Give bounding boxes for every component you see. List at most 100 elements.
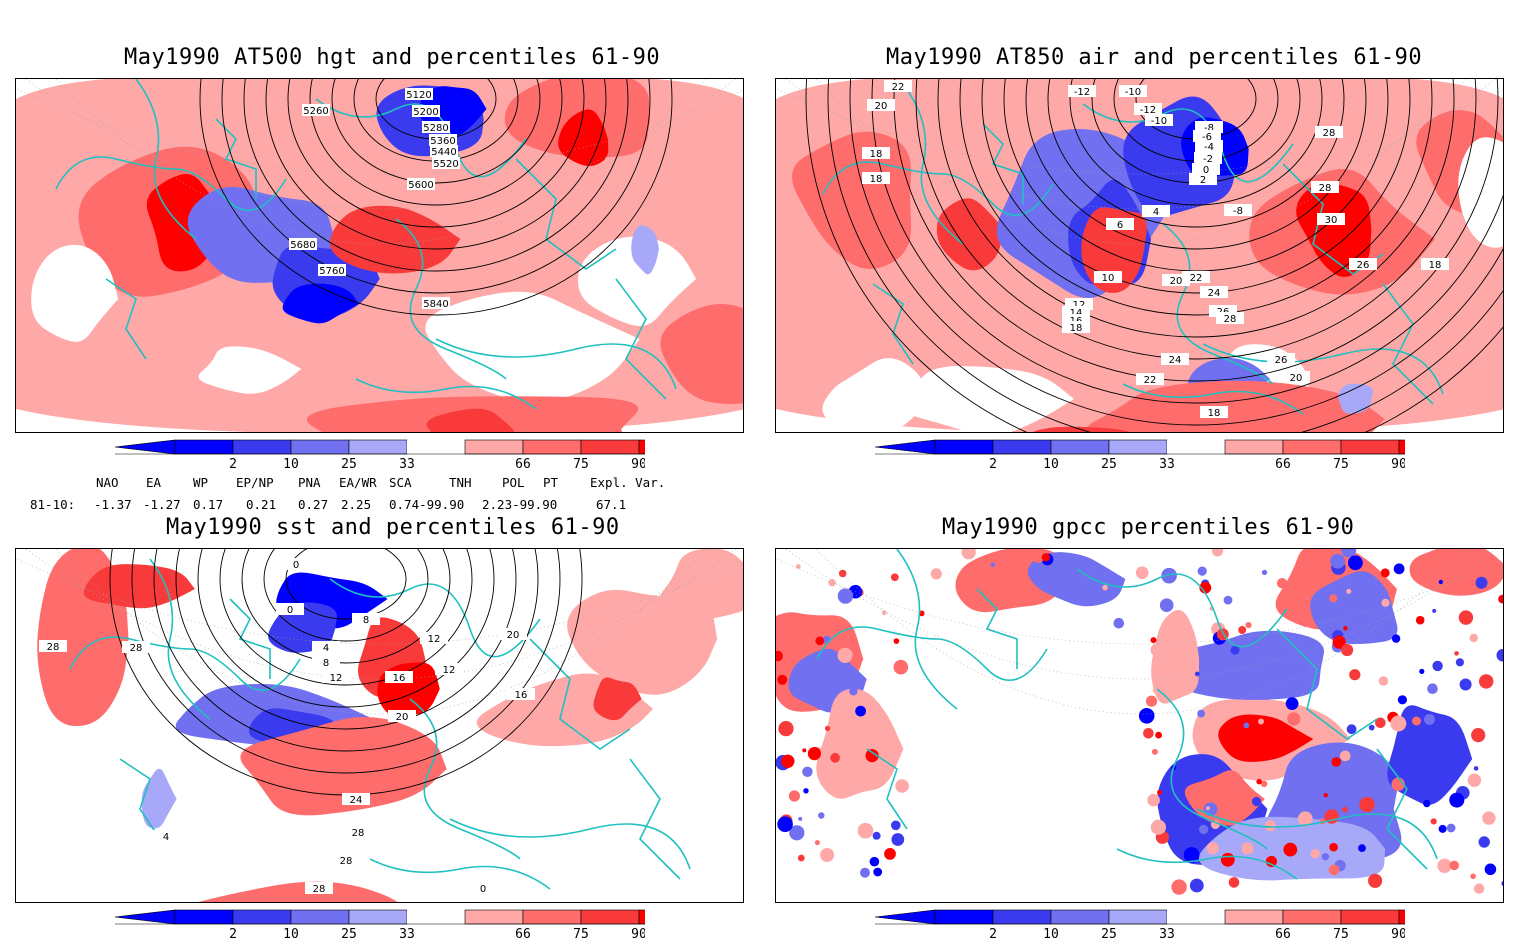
colorbar-tick-label: 33 — [399, 927, 415, 940]
colorbar-segment — [1050, 439, 1110, 455]
anomaly-region — [1151, 609, 1200, 704]
coastline — [135, 79, 197, 240]
precip-cell — [788, 790, 800, 802]
precip-cell — [1205, 806, 1210, 811]
colorbar-tick-label: 90 — [1391, 457, 1405, 470]
contour-value-label: 20 — [396, 712, 409, 723]
precip-cell — [1473, 766, 1479, 771]
coastline — [629, 758, 681, 880]
coastline — [55, 156, 287, 211]
colorbar-segment — [1167, 910, 1225, 924]
precip-cell — [1496, 649, 1503, 662]
precip-cell — [1155, 731, 1162, 739]
colorbar-segment — [348, 439, 408, 455]
precip-cell — [1323, 793, 1328, 798]
contour-line — [265, 79, 607, 250]
precip-cell — [1353, 591, 1361, 600]
precip-cell — [1397, 695, 1407, 705]
precip-cell — [1381, 598, 1390, 607]
contour-label-bg — [305, 882, 333, 894]
coastline — [229, 598, 271, 679]
precip-cell — [1150, 819, 1166, 835]
contour-value-label: 26 — [1275, 355, 1288, 366]
index-header-eawr: EA/WR — [339, 475, 377, 490]
precip-cell — [1498, 594, 1503, 604]
precip-cell — [1331, 757, 1341, 767]
precip-cell — [1328, 864, 1340, 876]
colorbar-arrow-low — [115, 439, 176, 455]
precip-cell — [930, 568, 942, 580]
contour-value-label: 28 — [47, 642, 60, 653]
latitude-line — [55, 79, 707, 245]
precip-cell — [855, 705, 866, 717]
panel-title-air: May1990 AT850 air and percentiles 61-90 — [886, 45, 1423, 70]
contour-label-bg — [430, 145, 458, 157]
contour-value-label: 18 — [1208, 408, 1221, 419]
contour-line — [331, 79, 541, 184]
anomaly-region — [240, 716, 447, 816]
contour-value-label: 20 — [1170, 276, 1183, 287]
contour-value-label: 5440 — [431, 147, 456, 158]
contour-value-label: 5600 — [408, 180, 433, 191]
contour-label-bg — [1062, 321, 1090, 333]
anomaly-region — [816, 688, 904, 799]
index-value-explvar: 67.1 — [596, 497, 627, 512]
precip-cell — [795, 564, 801, 569]
colorbar-segment — [522, 909, 582, 925]
contour-label-bg — [39, 640, 67, 652]
anomaly-region — [425, 291, 640, 402]
precip-cell — [961, 549, 976, 560]
latitude-line — [16, 558, 743, 645]
anomaly-region — [198, 346, 302, 394]
contour-value-label: 0 — [287, 605, 293, 616]
contour-label-bg — [1106, 218, 1134, 230]
precip-cell — [1238, 626, 1247, 634]
precip-cell — [873, 867, 883, 877]
contour-label-bg — [1224, 204, 1252, 216]
colorbar-segment — [522, 439, 582, 455]
contour-value-label: 24 — [350, 795, 363, 806]
colorbar-tick-label: 10 — [283, 457, 299, 470]
precip-cell — [802, 748, 807, 753]
anomaly-region — [577, 236, 697, 326]
colorbar-segment — [580, 439, 640, 455]
index-header-sca: SCA — [389, 475, 412, 490]
coastline — [822, 161, 1054, 216]
precip-cell — [814, 840, 820, 846]
contour-value-label: -8 — [1204, 123, 1214, 134]
precip-cell — [1368, 873, 1383, 888]
contour-label-bg — [1189, 173, 1217, 185]
coastline — [119, 758, 161, 840]
contour-label-bg — [312, 641, 340, 653]
latitude-line — [25, 79, 737, 210]
precip-cell — [1478, 836, 1490, 848]
coastline — [902, 83, 964, 245]
precip-cell — [849, 687, 858, 696]
precip-cell — [1152, 686, 1160, 694]
contour-label-bg — [282, 558, 310, 570]
contour-label-bg — [1311, 181, 1339, 193]
colorbar-tick-label: 90 — [1391, 927, 1405, 940]
precip-cell — [1265, 855, 1277, 868]
anomaly-region — [1027, 552, 1126, 607]
precip-cell — [895, 779, 909, 793]
precip-cell — [789, 825, 805, 841]
precip-cell — [1393, 563, 1405, 575]
panel-title-gpcc: May1990 gpcc percentiles 61-90 — [942, 515, 1355, 540]
precip-cell — [1230, 645, 1240, 655]
anomaly-region — [141, 768, 177, 829]
colorbar-tick-label: 2 — [229, 927, 237, 940]
coastline — [1276, 628, 1378, 740]
precip-cell — [1423, 714, 1435, 725]
contour-value-label: 4 — [163, 832, 169, 843]
precip-cell — [776, 650, 783, 662]
panel-title-sst: May1990 sst and percentiles 61-90 — [166, 515, 620, 540]
colorbar-hgt: 210253366759098 — [115, 439, 645, 470]
contour-value-label: 18 — [1429, 260, 1442, 271]
colorbar-tick-label: 25 — [1101, 927, 1117, 940]
contour-value-label: -12 — [1074, 87, 1090, 98]
contour-label-bg — [1094, 271, 1122, 283]
colorbar-segment — [1282, 909, 1342, 925]
